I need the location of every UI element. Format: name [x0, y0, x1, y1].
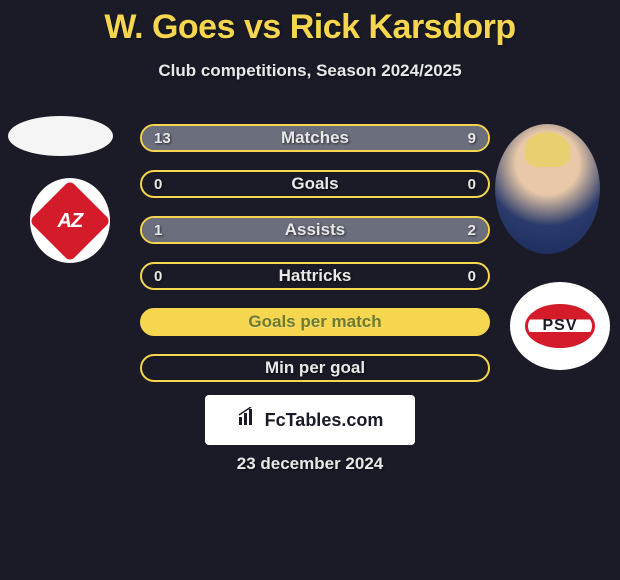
stat-value-right: 9 — [468, 130, 476, 147]
stat-label: Matches — [281, 128, 349, 148]
stat-label: Assists — [285, 220, 345, 240]
watermark-text: FcTables.com — [265, 410, 384, 431]
stat-value-left: 1 — [154, 222, 162, 239]
stat-bar: Goals per match — [140, 308, 490, 336]
stat-bar: 13 Matches 9 — [140, 124, 490, 152]
stat-value-right: 0 — [468, 268, 476, 285]
stat-value-left: 0 — [154, 176, 162, 193]
stat-value-left: 0 — [154, 268, 162, 285]
stat-value-right: 2 — [468, 222, 476, 239]
stat-label: Goals per match — [248, 312, 381, 332]
stat-bar: Min per goal — [140, 354, 490, 382]
player-left-avatar — [8, 116, 113, 156]
club-right-text: PSV — [542, 317, 577, 335]
stat-bar: 1 Assists 2 — [140, 216, 490, 244]
club-right-badge: PSV — [510, 282, 610, 370]
az-badge-shape: AZ — [29, 179, 111, 261]
stat-label: Hattricks — [279, 266, 352, 286]
chart-icon — [237, 407, 259, 433]
club-left-badge: AZ — [30, 178, 110, 263]
stat-value-right: 0 — [468, 176, 476, 193]
stat-value-left: 13 — [154, 130, 171, 147]
stat-bar: 0 Goals 0 — [140, 170, 490, 198]
page-title: W. Goes vs Rick Karsdorp — [0, 0, 620, 47]
stat-label: Goals — [291, 174, 338, 194]
watermark: FcTables.com — [205, 395, 415, 445]
club-left-text: AZ — [58, 209, 83, 232]
stats-bars: 13 Matches 9 0 Goals 0 1 Assists 2 0 Hattricks 0 Goa… — [140, 124, 490, 400]
date-text: 23 december 2024 — [0, 454, 620, 474]
subtitle: Club competitions, Season 2024/2025 — [0, 61, 620, 81]
player-right-avatar — [495, 124, 600, 254]
psv-badge-shape: PSV — [525, 304, 595, 348]
stat-label: Min per goal — [265, 358, 365, 378]
stat-bar: 0 Hattricks 0 — [140, 262, 490, 290]
